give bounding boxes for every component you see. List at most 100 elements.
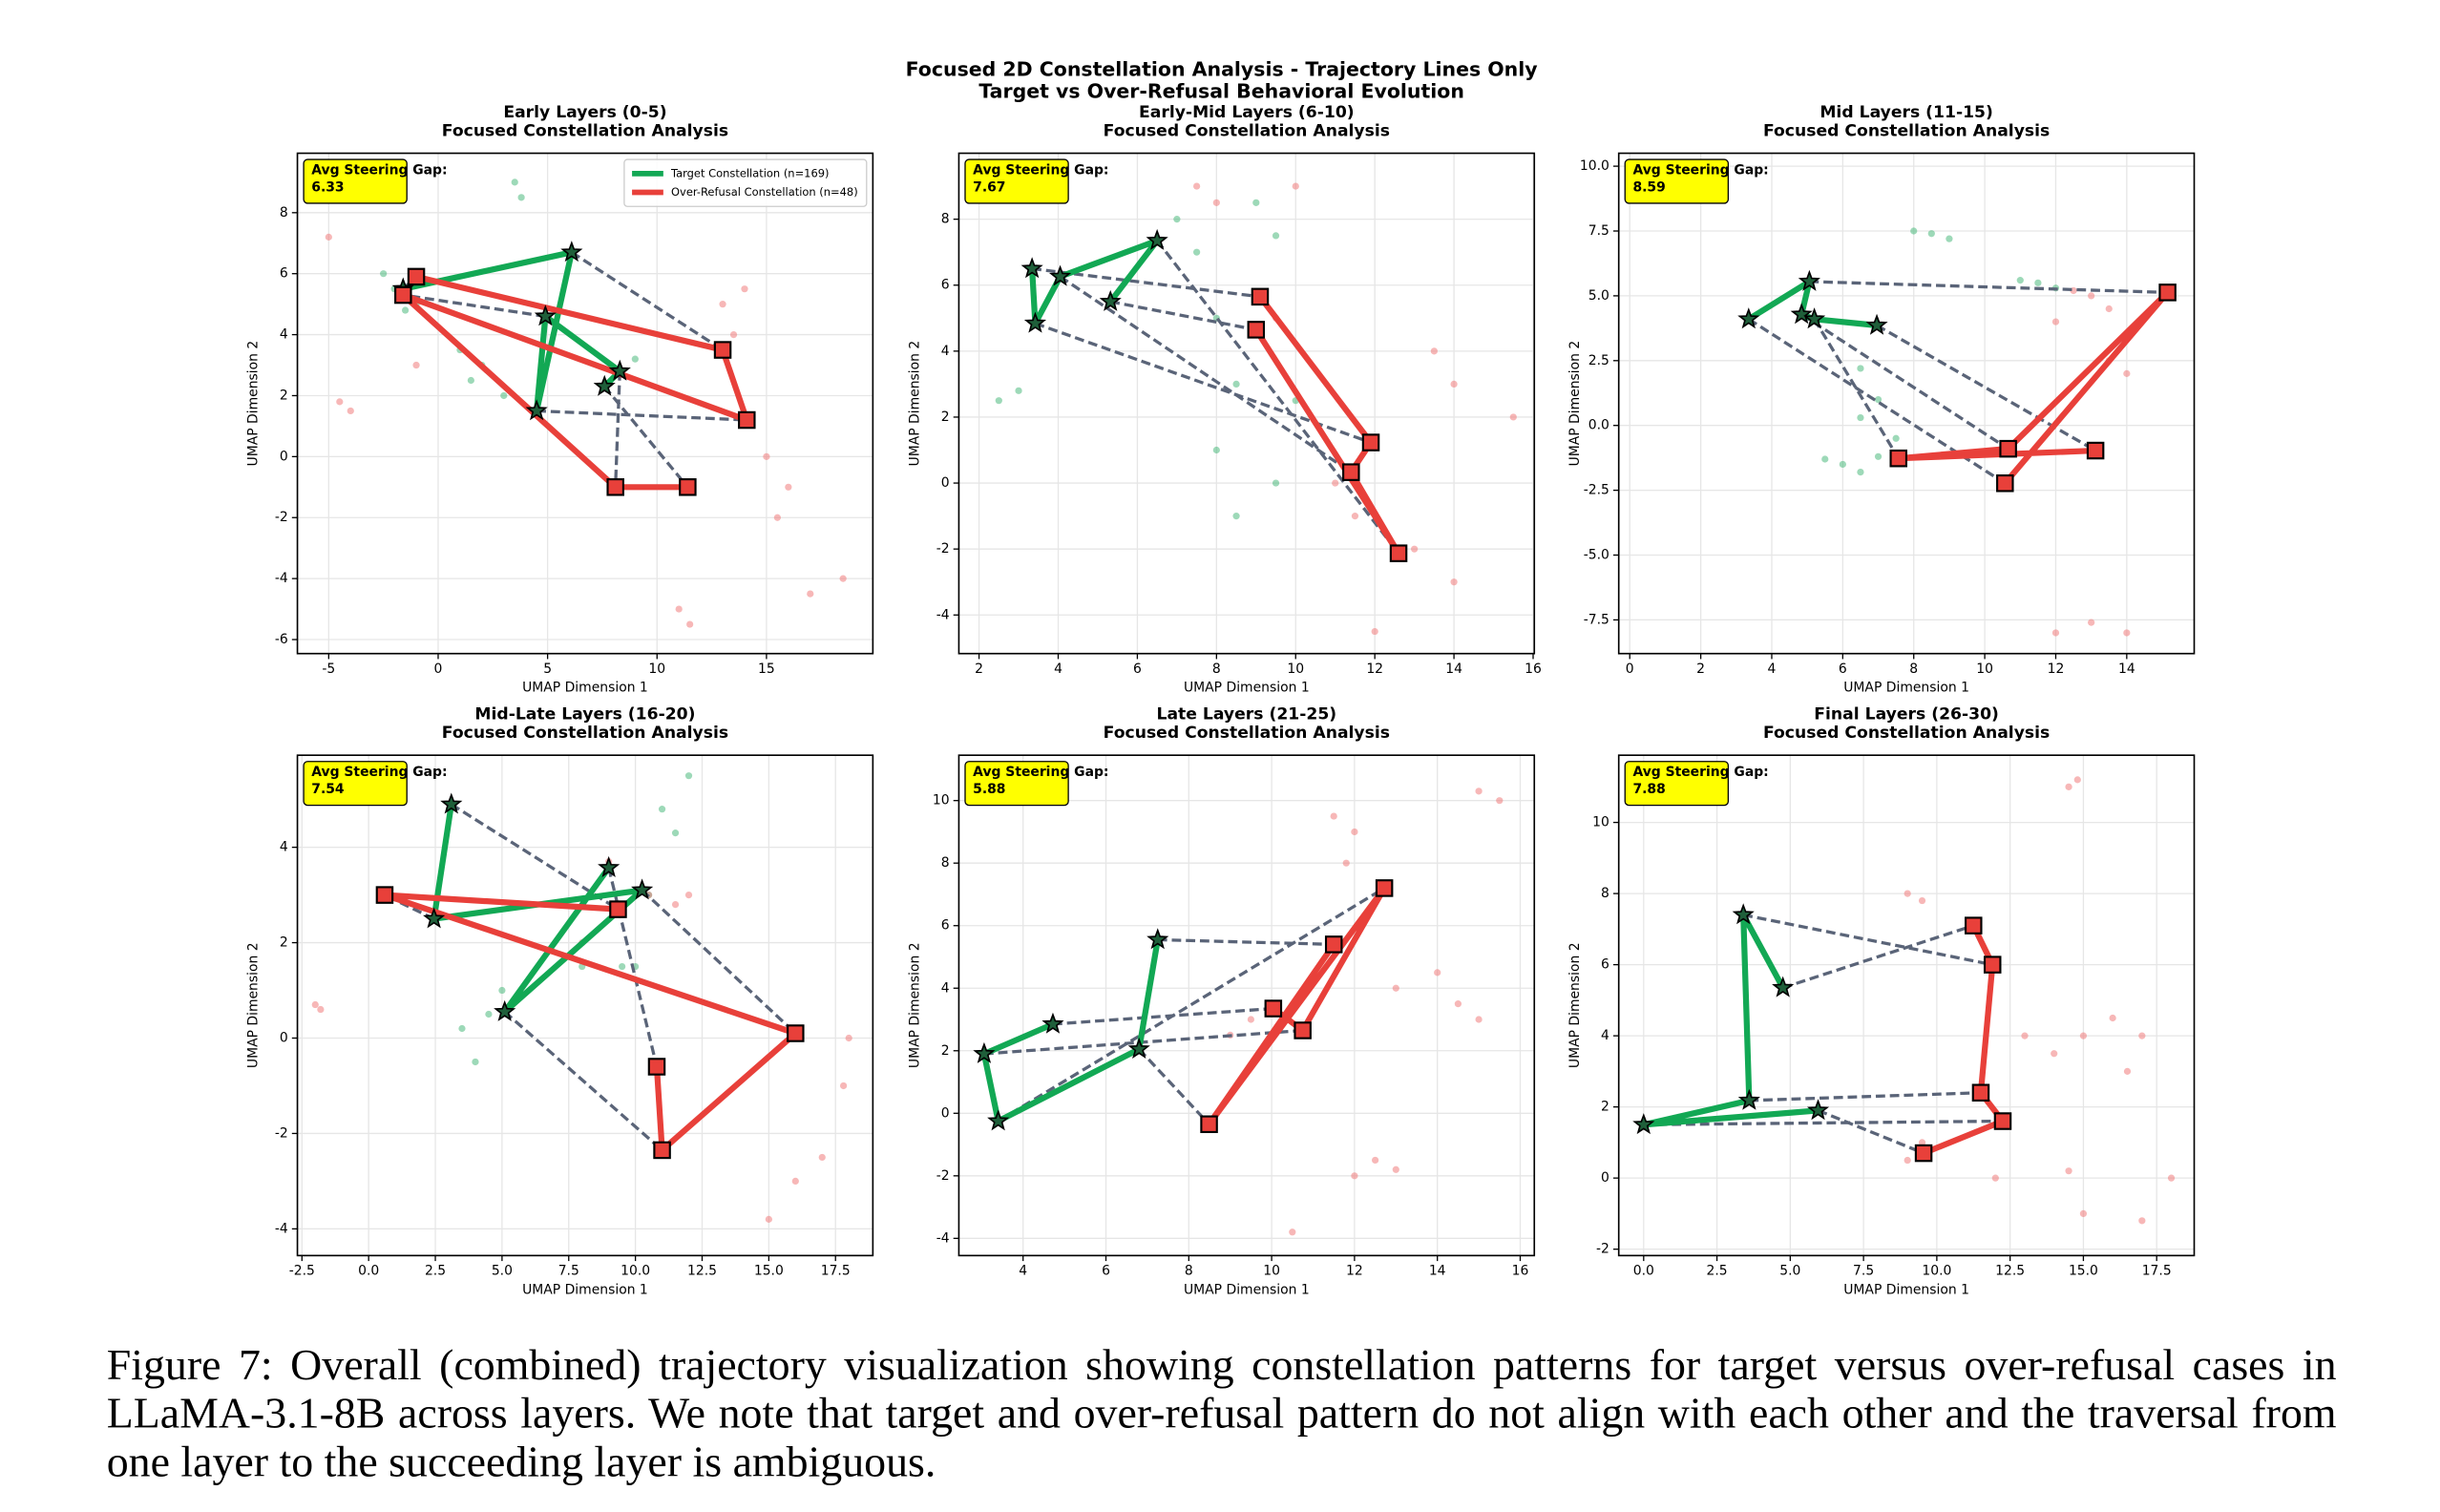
- pair-link: [997, 887, 1385, 1123]
- y-tick-label: 2: [280, 935, 288, 951]
- square-marker: [1342, 463, 1360, 481]
- chart-subtitle: Focused Constellation Analysis: [442, 122, 728, 141]
- x-tick-label: 0.0: [1633, 1264, 1654, 1279]
- x-tick-label: 8: [1185, 1264, 1193, 1279]
- y-axis-label: UMAP Dimension 2: [908, 942, 923, 1068]
- pair-link: [1052, 1006, 1273, 1026]
- y-tick-label: 6: [280, 266, 288, 282]
- x-tick-label: 12.5: [687, 1264, 717, 1279]
- cloud-point: [2138, 1217, 2146, 1225]
- cloud-point: [791, 1177, 799, 1186]
- cloud-point: [2073, 776, 2081, 784]
- chart-subtitle: Focused Constellation Analysis: [442, 724, 728, 743]
- pair-link: [1800, 313, 2009, 451]
- cloud-point: [1411, 545, 1419, 553]
- cloud-point: [1332, 479, 1339, 487]
- y-tick-label: 0: [941, 475, 950, 491]
- pair-link: [1155, 240, 1400, 555]
- annotation-value: 7.88: [1632, 782, 1665, 797]
- pair-link: [1031, 266, 1261, 299]
- cloud-point: [2065, 1167, 2072, 1175]
- y-tick-label: 0: [280, 449, 288, 464]
- cloud-point: [1351, 1172, 1358, 1180]
- y-tick-label: -2: [936, 541, 950, 556]
- annotation-box: [964, 761, 1069, 807]
- x-axis-label: UMAP Dimension 1: [1184, 1282, 1310, 1297]
- star-marker: [1806, 1099, 1830, 1121]
- star-marker: [423, 907, 446, 929]
- pair-link: [983, 1028, 1303, 1056]
- cloud-point: [2138, 1032, 2146, 1040]
- y-tick-label: -6: [275, 632, 288, 647]
- cloud-point: [325, 233, 332, 241]
- x-tick-label: 15.0: [754, 1264, 784, 1279]
- square-marker: [653, 1141, 671, 1160]
- star-marker: [1632, 1113, 1655, 1135]
- cloud-point: [412, 361, 420, 369]
- x-tick-label: 14: [2118, 662, 2135, 677]
- cloud-point: [1857, 468, 1864, 476]
- pair-link: [403, 293, 546, 319]
- y-tick-label: 8: [1601, 886, 1609, 901]
- y-tick-label: 6: [1601, 957, 1609, 973]
- annotation-box: [303, 761, 408, 807]
- cloud-point: [773, 514, 781, 521]
- cloud-point: [2016, 277, 2024, 284]
- chart-subtitle: Focused Constellation Analysis: [1104, 122, 1390, 141]
- chart-subtitle: Focused Constellation Analysis: [1763, 724, 2050, 743]
- cloud-point: [1232, 513, 1240, 520]
- chart-subtitle: Focused Constellation Analysis: [1104, 724, 1390, 743]
- cloud-point: [458, 1024, 466, 1033]
- cloud-point: [2065, 783, 2072, 790]
- square-marker: [787, 1024, 805, 1042]
- chart-title: Mid Layers (11-15): [1819, 103, 1993, 122]
- cloud-point: [658, 806, 666, 813]
- y-tick-label: -4: [275, 571, 288, 586]
- annotation-value: 7.67: [973, 180, 1005, 196]
- cloud-point: [2088, 292, 2095, 300]
- cloud-point: [1272, 479, 1280, 487]
- cloud-point: [684, 772, 693, 780]
- cloud-point: [1857, 413, 1864, 422]
- cloud-point: [485, 1010, 493, 1018]
- axes-frame: [957, 754, 1536, 1257]
- cloud-point: [1193, 182, 1201, 190]
- axes-frame: [1617, 152, 2196, 655]
- cloud-point: [818, 1153, 826, 1162]
- square-marker: [1914, 1144, 1933, 1163]
- y-axis-label: UMAP Dimension 2: [1567, 341, 1583, 467]
- square-marker: [1361, 433, 1380, 452]
- annotation-label: Avg Steering Gap:: [311, 765, 447, 780]
- cloud-point: [1450, 578, 1458, 586]
- pair-link: [641, 889, 797, 1035]
- star-marker: [987, 1109, 1010, 1131]
- x-tick-label: 7.5: [1853, 1264, 1874, 1279]
- square-marker: [679, 478, 697, 496]
- cloud-point: [2088, 619, 2095, 626]
- square-marker: [1889, 449, 1907, 468]
- pair-link: [1059, 275, 1353, 474]
- cloud-point: [1392, 1166, 1399, 1173]
- axes-frame: [296, 152, 874, 655]
- star-marker: [1737, 307, 1760, 329]
- cloud-point: [1857, 365, 1864, 372]
- cloud-point: [2167, 1174, 2176, 1182]
- square-marker: [713, 341, 732, 359]
- cloud-point: [619, 962, 626, 971]
- cloud-point: [1918, 1139, 1926, 1146]
- pair-link: [536, 409, 747, 422]
- cloud-point: [1232, 380, 1240, 388]
- cloud-point: [2123, 629, 2131, 637]
- trajectory-line: [400, 273, 750, 491]
- cloud-point: [807, 590, 814, 598]
- cloud-point: [741, 285, 748, 293]
- cloud-point: [1874, 452, 1883, 460]
- star-marker: [608, 359, 631, 381]
- cloud-point: [1874, 395, 1883, 404]
- star-marker: [1146, 228, 1168, 250]
- cloud-point: [467, 376, 474, 385]
- cloud-point: [1991, 1174, 1999, 1182]
- x-tick-label: 8: [1909, 662, 1918, 677]
- y-tick-label: -7.5: [1584, 612, 1609, 627]
